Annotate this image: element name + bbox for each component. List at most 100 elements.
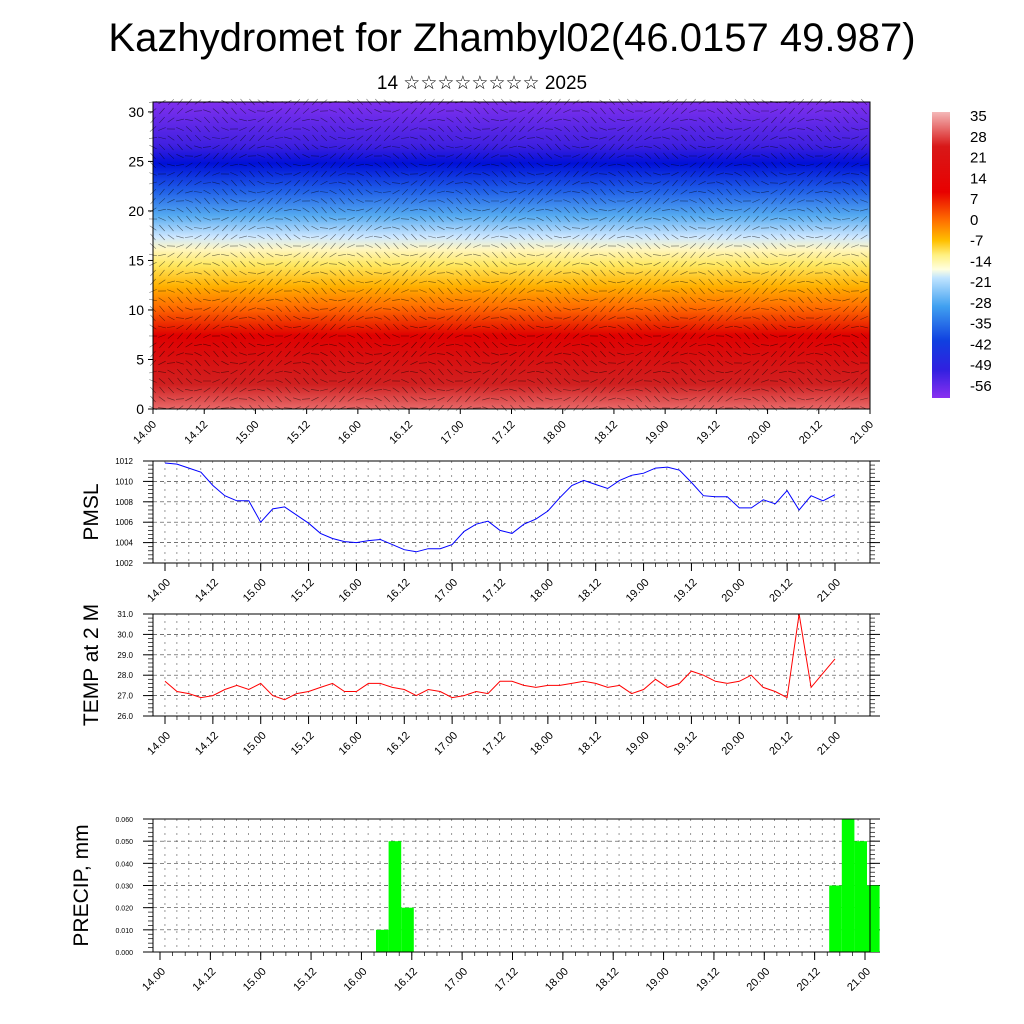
x-tick-label: 21.00 — [815, 730, 843, 758]
cs-y-tick-label: 10 — [128, 302, 144, 318]
cs-y-tick-label: 30 — [128, 104, 144, 120]
x-tick-label: 20.12 — [767, 577, 795, 605]
x-tick-label: 15.12 — [289, 730, 317, 758]
colorbar-label: 0 — [970, 212, 978, 229]
precip-frame — [152, 818, 871, 953]
x-tick-label: 17.00 — [432, 730, 460, 758]
cs-x-tick-label: 18.12 — [592, 419, 620, 447]
colorbar-label: 28 — [970, 129, 987, 146]
cs-y-tick-label: 5 — [136, 351, 144, 367]
y-tick-label: 0.040 — [115, 861, 133, 868]
cs-x-tick-label: 17.00 — [438, 419, 466, 447]
x-tick-label: 17.12 — [480, 577, 508, 605]
y-tick-label: 0.010 — [115, 928, 133, 935]
x-tick-label: 16.00 — [337, 730, 365, 758]
page-title: Kazhydromet for Zhambyl02(46.0157 49.987… — [108, 16, 916, 60]
colorbar-label: 7 — [970, 191, 978, 208]
x-tick-label: 18.12 — [593, 966, 621, 994]
cs-x-tick-label: 20.12 — [797, 419, 825, 447]
y-tick-label: 1010 — [115, 477, 133, 486]
cs-x-tick-label: 16.00 — [336, 419, 364, 447]
colorbar-label: -14 — [970, 253, 992, 270]
x-tick-label: 14.00 — [145, 577, 173, 605]
cs-y-tick-label: 0 — [136, 401, 144, 417]
x-tick-label: 15.12 — [291, 966, 319, 994]
pmsl-frame — [152, 460, 871, 564]
pmsl-line — [164, 462, 836, 553]
y-tick-label: 0.050 — [115, 839, 133, 846]
colorbar-label: -21 — [970, 274, 992, 291]
temp-panel: 31.0 30.0 29.0 28.0 27.0 26.0 14.00 14.12 15.00 1… — [80, 604, 880, 758]
pmsl-panel: 1012 1010 1008 1006 1004 1002 14.00 14.12 15.00 1… — [80, 457, 880, 605]
cs-x-tick-label: 15.12 — [285, 419, 313, 447]
y-tick-label: 28.0 — [117, 671, 133, 680]
colorbar-label: 21 — [970, 150, 987, 167]
x-tick-label: 14.12 — [191, 966, 219, 994]
colorbar-scale — [932, 112, 950, 398]
x-tick-label: 17.00 — [432, 577, 460, 605]
y-tick-label: 0.000 — [115, 950, 133, 957]
y-tick-label: 26.0 — [117, 712, 133, 721]
precip-bar — [829, 885, 842, 952]
colorbar-label: 14 — [970, 170, 987, 187]
colorbar-label: -28 — [970, 295, 992, 312]
colorbar-label: -7 — [970, 233, 983, 250]
cs-x-tick-label: 14.00 — [131, 419, 159, 447]
colorbar-label: -35 — [970, 316, 992, 333]
precip-bar — [388, 841, 402, 952]
y-axis-label: PRECIP, mm — [70, 824, 93, 946]
precip-bar — [401, 907, 414, 952]
y-tick-label: 1008 — [115, 498, 133, 507]
colorbar-label: -42 — [970, 336, 992, 353]
colorbar: 35 28 21 14 7 0 -7 -14 -21 -28 -35 -42 -49 -56 — [932, 108, 992, 398]
cs-x-tick-label: 21.00 — [848, 419, 876, 447]
x-tick-label: 21.00 — [845, 966, 873, 994]
x-tick-label: 19.00 — [624, 577, 652, 605]
x-tick-label: 20.12 — [795, 966, 823, 994]
y-tick-label: 0.030 — [115, 884, 133, 891]
cs-y-tick-label: 25 — [128, 153, 144, 169]
cs-y-tick-label: 15 — [128, 252, 144, 268]
x-tick-label: 16.12 — [384, 577, 412, 605]
x-tick-label: 16.12 — [384, 730, 412, 758]
x-tick-label: 18.12 — [576, 577, 604, 605]
x-tick-label: 17.12 — [493, 966, 521, 994]
x-tick-label: 18.00 — [543, 966, 571, 994]
cross-section-panel: 0 5 10 15 20 25 30 14.00 14.12 15.00 15.12 16.00 16.… — [128, 98, 876, 447]
cs-x-tick-label: 14.12 — [182, 419, 210, 447]
y-tick-label: 30.0 — [117, 630, 133, 639]
cs-x-tick-label: 19.00 — [643, 419, 671, 447]
x-tick-label: 20.00 — [744, 966, 772, 994]
x-tick-label: 16.00 — [342, 966, 370, 994]
precip-bar — [867, 885, 880, 952]
precip-bar — [376, 929, 389, 952]
y-axis-label: TEMP at 2 M — [80, 604, 103, 726]
x-tick-label: 20.00 — [719, 730, 747, 758]
y-tick-label: 31.0 — [117, 610, 133, 619]
y-tick-label: 1004 — [115, 539, 133, 548]
x-tick-label: 16.12 — [392, 966, 420, 994]
x-tick-label: 15.00 — [241, 730, 269, 758]
x-tick-label: 14.12 — [193, 577, 221, 605]
y-tick-label: 1012 — [115, 457, 133, 466]
x-tick-label: 15.12 — [289, 577, 317, 605]
cross-section-field — [153, 102, 870, 409]
x-tick-label: 14.00 — [140, 966, 168, 994]
y-axis-label: PMSL — [80, 483, 103, 540]
x-tick-label: 18.12 — [576, 730, 604, 758]
colorbar-label: -49 — [970, 357, 992, 374]
x-tick-label: 21.00 — [815, 577, 843, 605]
x-tick-label: 19.12 — [694, 966, 722, 994]
cs-x-tick-label: 17.12 — [490, 419, 518, 447]
precip-bar — [841, 819, 855, 952]
colorbar-label: -56 — [970, 378, 992, 395]
x-tick-label: 19.00 — [644, 966, 672, 994]
x-tick-label: 14.12 — [193, 730, 221, 758]
x-tick-label: 15.00 — [241, 966, 269, 994]
x-tick-label: 20.12 — [767, 730, 795, 758]
x-tick-label: 17.00 — [442, 966, 470, 994]
x-tick-label: 18.00 — [528, 730, 556, 758]
colorbar-label: 35 — [970, 108, 987, 125]
precip-panel: 0.060 0.050 0.040 0.030 0.020 0.010 0.000 14.00… — [70, 817, 880, 994]
precip-bar — [854, 841, 867, 952]
